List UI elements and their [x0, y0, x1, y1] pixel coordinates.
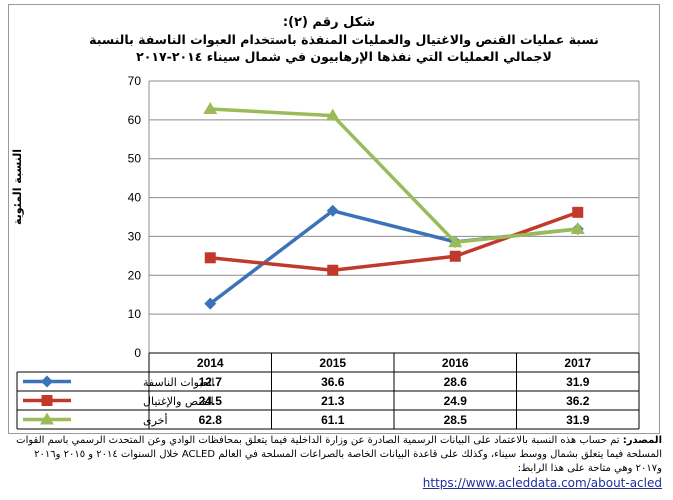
legend-key-marker [41, 395, 53, 406]
data-point-1 [204, 297, 217, 310]
x-category-label: 2015 [319, 356, 346, 370]
x-category-label: 2017 [564, 356, 591, 370]
data-point-2 [572, 206, 584, 218]
legend-series-name: القنص والإغتيال [143, 395, 214, 408]
table-value-label: 31.9 [566, 413, 590, 427]
x-category-label: 2016 [442, 356, 469, 370]
data-point-2 [204, 252, 216, 264]
y-tick-label: 0 [134, 346, 141, 360]
y-tick-label: 60 [128, 113, 142, 127]
line-chart: 0 10 20 30 40 50 60 70 2014 2015 2016 2017 العبوات ا… [16, 74, 640, 430]
table-value-label: 21.3 [321, 394, 345, 408]
table-value-label: 36.2 [566, 394, 590, 408]
table-value-label: 61.1 [321, 413, 345, 427]
table-value-label: 24.5 [199, 394, 223, 408]
table-value-label: 31.9 [566, 375, 590, 389]
source-label: المصدر: [622, 435, 662, 446]
x-category-label: 2014 [197, 356, 224, 370]
y-tick-label: 40 [128, 191, 142, 205]
data-point-3 [570, 222, 585, 235]
data-point-3 [325, 108, 340, 121]
table-value-label: 36.6 [321, 375, 345, 389]
y-tick-label: 70 [128, 74, 142, 88]
data-point-3 [448, 235, 463, 248]
table-value-label: 12.7 [199, 375, 223, 389]
legend-series-name: أخرى [143, 413, 168, 427]
data-point-2 [327, 264, 339, 276]
legend-key-marker [41, 375, 53, 388]
chart-title-line-1: نسبة عمليات القنص والاغتيال والعمليات ال… [89, 32, 599, 47]
table-value-label: 28.5 [444, 413, 468, 427]
figure-frame: شكل رقم (٢): نسبة عمليات القنص والاغتيال… [8, 4, 660, 434]
data-point-1 [326, 204, 339, 217]
data-point-2 [449, 250, 461, 262]
table-value-label: 28.6 [444, 375, 468, 389]
table-value-label: 62.8 [199, 413, 223, 427]
y-tick-label: 10 [128, 307, 142, 321]
y-tick-label: 30 [128, 229, 142, 243]
chart-title-line-2: لاجمالي العمليات التي نفذها الإرهابيون ف… [136, 49, 552, 64]
y-tick-label: 50 [128, 152, 142, 166]
series-line-3 [210, 107, 578, 245]
legend-key-marker [40, 412, 54, 425]
figure-number: شكل رقم (٢): [282, 15, 376, 30]
series-line-1 [209, 209, 578, 306]
data-point-3 [203, 101, 218, 114]
source-note: المصدر: تم حساب هذه النسبة بالاعتماد على… [10, 434, 662, 492]
legend-series-name: العبوات الناسفة [143, 376, 214, 389]
source-text: تم حساب هذه النسبة بالاعتماد على البيانا… [16, 435, 662, 474]
y-tick-label: 20 [128, 268, 142, 282]
source-link[interactable]: https://www.acleddata.com/about-acled [422, 476, 662, 490]
table-value-label: 24.9 [444, 394, 468, 408]
